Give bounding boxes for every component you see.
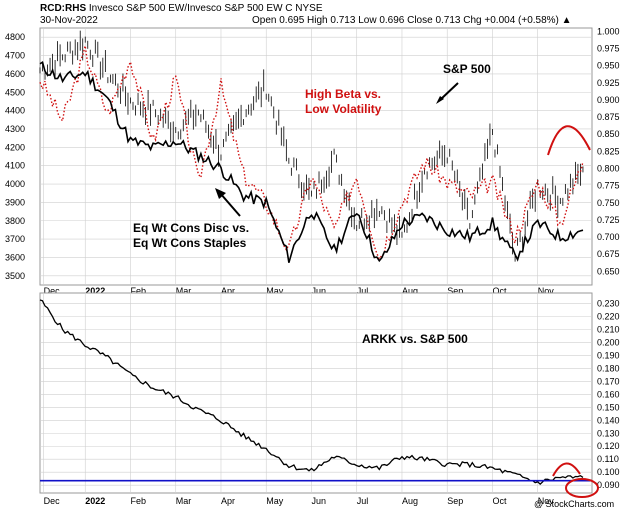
top-right-tick-label: 0.925 [597,78,620,88]
top-left-tick-label: 4000 [5,179,25,189]
chart-symbol: RCD:RHS [40,3,87,14]
bottom-x-tick-label: Feb [130,496,146,506]
top-x-tick-label: Apr [221,286,235,296]
bottom-right-tick-label: 0.140 [597,415,620,425]
bottom-panel-frame [39,292,593,494]
top-x-tick-label: Dec [44,286,61,296]
top-right-tick-label: 0.800 [597,163,620,173]
spx-annotation: S&P 500 [443,62,491,76]
arkk-annotation: ARKK vs. S&P 500 [362,332,468,346]
chart-date: 30-Nov-2022 [40,15,98,26]
ohlc-readout: Open 0.695 High 0.713 Low 0.696 Close 0.… [252,15,572,26]
bottom-x-tick-label: Sep [447,496,463,506]
top-right-tick-label: 0.850 [597,129,620,139]
top-x-tick-label: Nov [538,286,555,296]
bottom-right-tick-label: 0.200 [597,337,620,347]
chart-symbol-header: RCD:RHS Invesco S&P 500 EW/Invesco S&P 5… [40,3,323,14]
cons-disc-arrow-shaft [219,192,241,217]
bottom-right-tick-label: 0.160 [597,389,620,399]
bottom-x-tick-label: Jun [311,496,326,506]
top-right-tick-label: 0.975 [597,44,620,54]
top-x-tick-label: Jun [311,286,326,296]
top-left-tick-label: 4700 [5,51,25,61]
arkk-spx-line [39,299,584,485]
top-left-tick-label: 4500 [5,87,25,97]
top-left-tick-label: 4400 [5,106,25,116]
cons-staples-annotation: Eq Wt Cons Staples [133,236,247,250]
bottom-x-tick-label: Jul [357,496,369,506]
high-beta-annotation: High Beta vs. [305,87,381,101]
top-x-tick-label: 2022 [85,286,105,296]
top-left-tick-label: 3900 [5,197,25,207]
top-x-tick-label: Feb [130,286,146,296]
top-right-tick-label: 0.700 [597,232,620,242]
bottom-right-tick-label: 0.120 [597,441,620,451]
top-left-tick-label: 4300 [5,124,25,134]
top-left-tick-label: 4200 [5,142,25,152]
top-x-tick-label: Jul [357,286,369,296]
bottom-x-tick-label: Dec [44,496,61,506]
top-right-tick-label: 0.775 [597,181,620,191]
bottom-x-tick-label: Aug [402,496,418,506]
bottom-right-tick-label: 0.110 [597,454,619,464]
bottom-x-tick-label: Oct [492,496,507,506]
low-vol-annotation: Low Volatility [305,102,382,116]
cons-disc-annotation: Eq Wt Cons Disc vs. [133,221,249,235]
top-left-tick-label: 4800 [5,32,25,42]
top-left-tick-label: 3700 [5,234,25,244]
bottom-x-tick-label: Nov [538,496,555,506]
top-left-tick-label: 3600 [5,252,25,262]
top-right-tick-label: 0.675 [597,249,620,259]
bottom-right-tick-label: 0.210 [597,324,620,334]
top-right-tick-label: 1.000 [597,26,620,36]
top-x-tick-label: Sep [447,286,463,296]
top-left-tick-label: 3800 [5,216,25,226]
chart-description: Invesco S&P 500 EW/Invesco S&P 500 EW C … [88,3,323,14]
top-left-tick-label: 3500 [5,271,25,281]
top-x-tick-label: Mar [176,286,192,296]
bottom-x-tick-label: May [266,496,284,506]
bottom-right-tick-label: 0.170 [597,376,620,386]
bottom-red-hump [552,462,581,477]
top-right-tick-label: 0.875 [597,112,620,122]
bottom-right-tick-label: 0.130 [597,428,620,438]
bottom-red-circle [565,478,599,498]
spx-arrow-head [436,96,444,104]
top-right-tick-label: 0.825 [597,146,620,156]
top-right-tick-label: 0.725 [597,215,620,225]
bottom-x-tick-label: Mar [176,496,192,506]
top-left-tick-label: 4600 [5,69,25,79]
bottom-x-tick-label: 2022 [85,496,105,506]
cons-disc-arrow-head [215,188,226,199]
bottom-right-tick-label: 0.150 [597,402,620,412]
top-right-tick-label: 0.750 [597,198,620,208]
cons-disc-staples-line [39,60,584,263]
bottom-right-tick-label: 0.220 [597,311,620,321]
top-red-hump [547,125,591,156]
bottom-right-tick-label: 0.090 [597,480,620,490]
bottom-x-tick-label: Apr [221,496,235,506]
bottom-right-tick-label: 0.100 [597,467,620,477]
top-left-tick-label: 4100 [5,161,25,171]
bottom-right-tick-label: 0.180 [597,363,620,373]
top-x-tick-label: Oct [492,286,507,296]
top-right-tick-label: 0.650 [597,266,620,276]
top-x-tick-label: Aug [402,286,418,296]
bottom-right-tick-label: 0.230 [597,298,620,308]
stockcharts-watermark: @ StockCharts.com [534,499,615,509]
top-right-tick-label: 0.900 [597,95,620,105]
spx-arrow-shaft [439,82,459,101]
bottom-right-tick-label: 0.190 [597,350,620,360]
top-right-tick-label: 0.950 [597,61,620,71]
top-x-tick-label: May [266,286,284,296]
